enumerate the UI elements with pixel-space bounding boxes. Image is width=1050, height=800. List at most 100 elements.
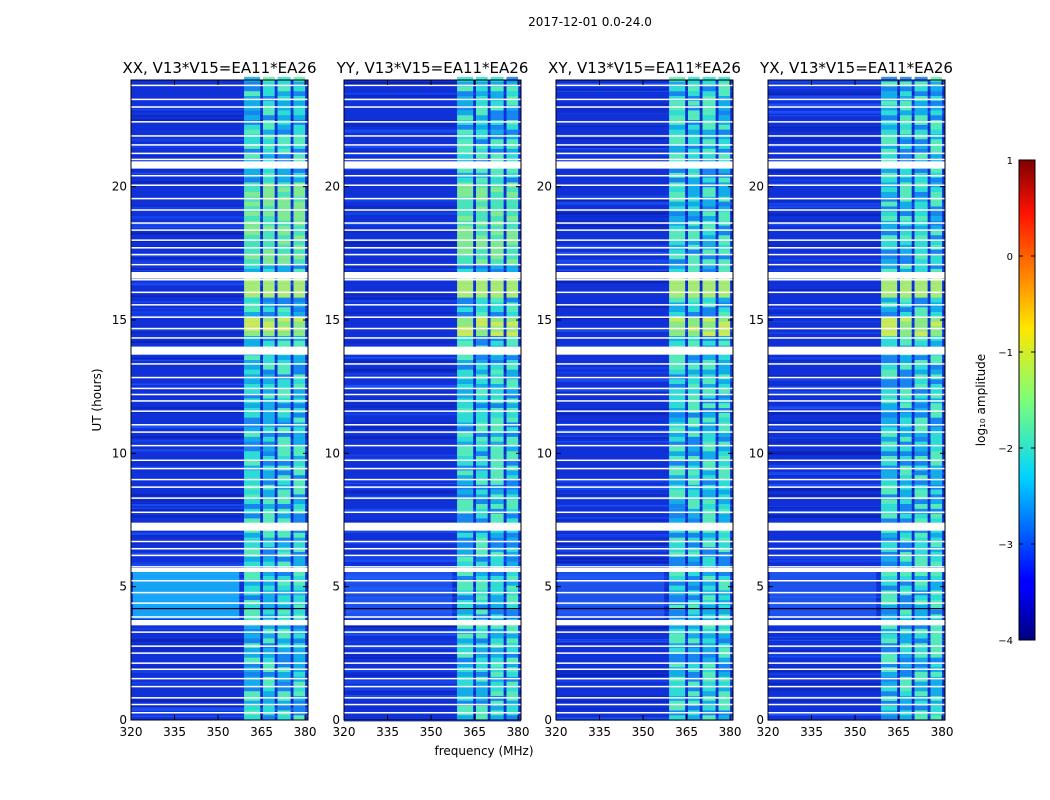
band-segment: [476, 297, 488, 303]
noise-row: [768, 505, 945, 507]
band-segment: [930, 110, 943, 116]
noise-row: [344, 454, 521, 457]
band-segment: [718, 206, 731, 212]
band-segment: [506, 187, 519, 192]
band-segment: [914, 691, 928, 696]
flag-line: [768, 222, 945, 224]
band-segment: [457, 384, 474, 389]
band-segment: [930, 216, 943, 221]
band-segment: [688, 144, 700, 149]
band-segment: [688, 148, 700, 154]
band-segment: [244, 542, 261, 548]
band-segment: [718, 508, 731, 514]
band-segment: [263, 393, 275, 399]
band-segment: [506, 369, 519, 375]
band-segment: [277, 134, 291, 140]
band-segment: [506, 633, 519, 639]
band-segment: [277, 86, 291, 92]
band-segment: [476, 686, 488, 692]
band-segment: [669, 340, 686, 346]
band-segment: [702, 504, 716, 509]
band-segment: [900, 144, 912, 149]
noise-row: [344, 368, 521, 372]
band-segment: [881, 216, 898, 221]
band-segment: [293, 504, 306, 509]
band-segment: [263, 576, 275, 581]
band-segment: [293, 662, 306, 668]
band-segment: [900, 657, 912, 663]
band-segment: [914, 624, 928, 629]
flag-line: [556, 616, 733, 618]
band-segment: [900, 268, 912, 274]
band-segment: [718, 417, 731, 423]
flag-line: [556, 387, 733, 390]
band-segment: [669, 412, 686, 418]
band-segment: [490, 552, 504, 557]
band-segment: [457, 518, 474, 524]
noise-row: [768, 385, 945, 389]
band-segment: [718, 532, 731, 538]
flag-line: [556, 279, 733, 281]
band-segment: [293, 249, 306, 255]
band-segment: [930, 115, 943, 120]
noise-row: [131, 239, 308, 243]
band-segment: [476, 100, 488, 106]
flag-line: [768, 616, 945, 618]
band-segment: [702, 446, 716, 452]
band-segment: [490, 542, 504, 548]
band-segment: [669, 652, 686, 658]
band-segment: [263, 475, 275, 480]
noise-row: [131, 232, 308, 236]
band-segment: [490, 76, 504, 82]
band-segment: [688, 259, 700, 264]
band-segment: [688, 96, 700, 101]
band-segment: [476, 585, 488, 591]
band-segment: [293, 451, 306, 456]
band-segment: [457, 652, 474, 658]
band-segment: [688, 408, 700, 413]
band-segment: [688, 609, 700, 615]
band-segment: [669, 100, 686, 106]
noise-row: [344, 297, 521, 299]
band-segment: [293, 571, 306, 576]
band-segment: [930, 604, 943, 610]
noise-row: [344, 198, 521, 202]
band-segment: [277, 177, 291, 183]
band-segment: [881, 537, 898, 543]
noise-row: [768, 205, 945, 208]
noise-row: [344, 656, 521, 659]
band-segment: [881, 340, 898, 346]
band-segment: [900, 388, 912, 394]
band-segment: [277, 648, 291, 653]
band-segment: [476, 403, 488, 408]
band-segment: [914, 225, 928, 231]
band-segment: [476, 700, 488, 706]
band-segment: [277, 609, 291, 615]
noise-row: [556, 103, 733, 106]
band-segment: [702, 470, 716, 476]
band-segment: [263, 580, 275, 586]
band-segment: [506, 638, 519, 644]
band-segment: [702, 355, 716, 360]
band-segment: [457, 230, 474, 236]
panel-frame: [555, 79, 734, 721]
band-segment: [688, 436, 700, 442]
rfi-patch: [133, 570, 240, 619]
band-segment: [702, 628, 716, 634]
noise-row: [131, 669, 308, 673]
band-segment: [900, 408, 912, 413]
band-segment: [244, 292, 261, 298]
band-segment: [244, 686, 261, 692]
band-segment: [702, 211, 716, 216]
band-segment: [702, 312, 716, 317]
band-segment: [881, 556, 898, 562]
rfi-patch: [346, 570, 453, 619]
band-segment: [490, 432, 504, 437]
band-segment: [293, 230, 306, 236]
band-segment: [669, 230, 686, 236]
flag-line: [556, 184, 733, 186]
band-segment: [914, 480, 928, 485]
band-segment: [490, 652, 504, 658]
band-segment: [293, 576, 306, 581]
band-segment: [457, 81, 474, 87]
